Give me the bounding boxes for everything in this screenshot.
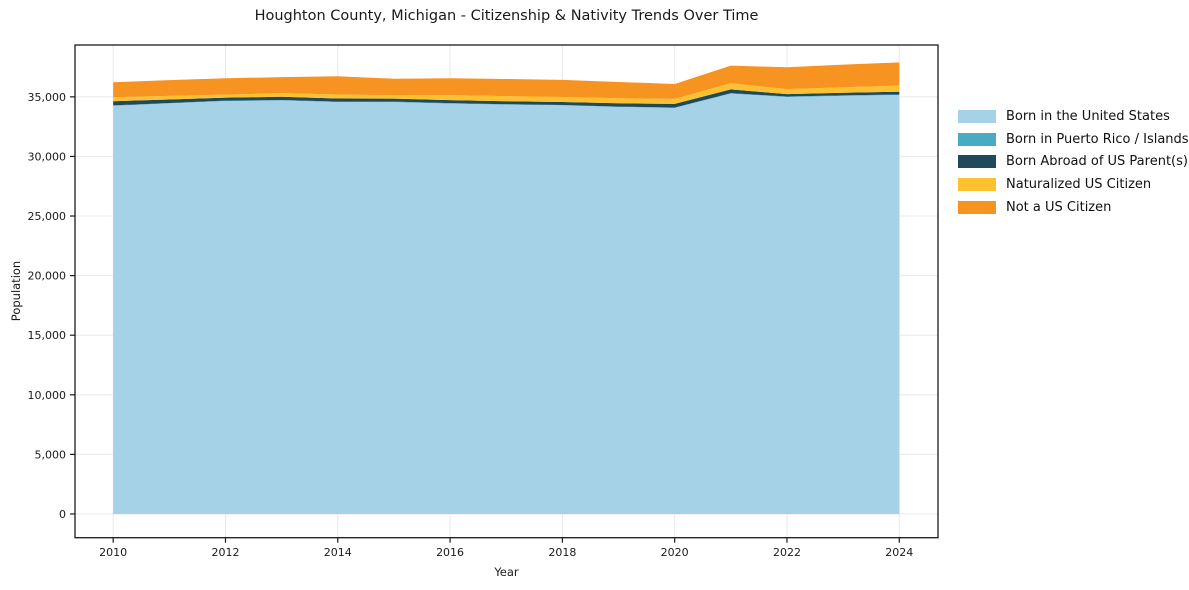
y-tick-label: 35,000 <box>28 91 67 104</box>
x-tick-label: 2010 <box>99 546 127 559</box>
y-tick-label: 25,000 <box>28 210 67 223</box>
chart-title: Houghton County, Michigan - Citizenship … <box>254 8 759 24</box>
y-tick-label: 30,000 <box>28 150 67 163</box>
legend-label: Born Abroad of US Parent(s) <box>1006 154 1188 170</box>
legend-item: Naturalized US Citizen <box>958 173 1189 196</box>
x-tick-label: 2020 <box>661 546 689 559</box>
legend-swatch-born-us <box>958 109 996 123</box>
legend-swatch-not-citizen <box>958 200 996 214</box>
legend-label: Born in the United States <box>1006 108 1170 124</box>
legend: Born in the United States Born in Puerto… <box>958 105 1189 218</box>
legend-label: Not a US Citizen <box>1006 199 1112 215</box>
legend-label: Born in Puerto Rico / Islands <box>1006 131 1189 147</box>
x-tick-label: 2012 <box>211 546 239 559</box>
y-tick-label: 15,000 <box>28 329 67 342</box>
y-tick-label: 20,000 <box>28 270 67 283</box>
y-tick-label: 10,000 <box>28 389 67 402</box>
legend-swatch-naturalized <box>958 177 996 191</box>
legend-swatch-born-abroad <box>958 155 996 169</box>
y-tick-label: 5,000 <box>35 448 67 461</box>
legend-swatch-puerto-rico <box>958 132 996 146</box>
x-axis-label: Year <box>494 565 519 579</box>
legend-item: Not a US Citizen <box>958 196 1189 219</box>
x-tick-label: 2016 <box>436 546 464 559</box>
legend-item: Born Abroad of US Parent(s) <box>958 150 1189 173</box>
legend-label: Naturalized US Citizen <box>1006 176 1152 192</box>
x-tick-label: 2014 <box>324 546 352 559</box>
y-axis-label: Population <box>9 260 23 322</box>
legend-item: Born in Puerto Rico / Islands <box>958 128 1189 151</box>
x-tick-label: 2022 <box>773 546 801 559</box>
y-tick-label: 0 <box>59 508 66 521</box>
x-tick-label: 2024 <box>885 546 913 559</box>
legend-item: Born in the United States <box>958 105 1189 128</box>
x-tick-label: 2018 <box>548 546 576 559</box>
